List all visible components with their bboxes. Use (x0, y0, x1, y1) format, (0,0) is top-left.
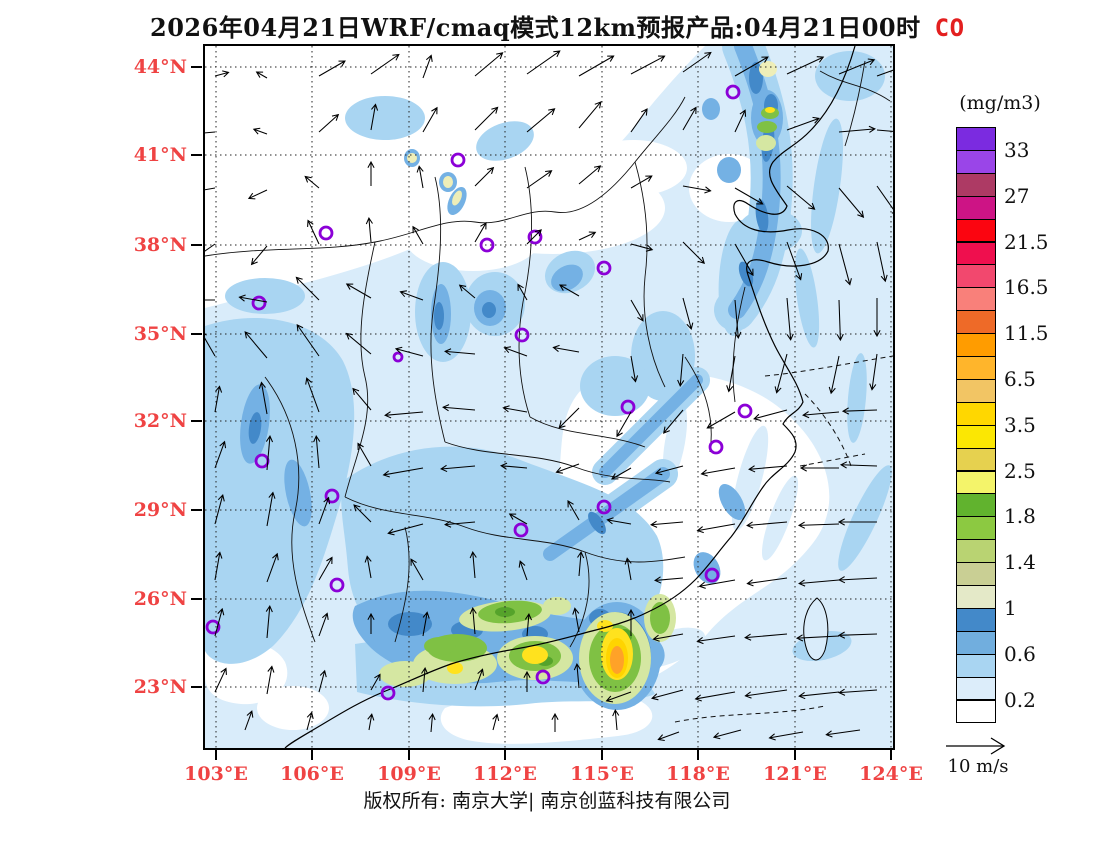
island (803, 597, 829, 661)
colorbar-box (956, 241, 996, 266)
colorbar-box (956, 401, 996, 426)
lat-axis-label: 41°N (133, 144, 187, 166)
page-title: 2026年04月21日WRF/cmaq模式12km预报产品:04月21日00时 C… (150, 8, 964, 43)
colorbar-tick-label: 3.5 (1004, 412, 1036, 437)
colorbar-box (956, 470, 996, 495)
colorbar-box (956, 378, 996, 403)
forecast-map (203, 44, 895, 750)
lat-axis-label: 29°N (133, 499, 187, 521)
lat-axis-label: 32°N (133, 410, 187, 432)
colorbar-tick-label: 11.5 (1004, 321, 1049, 346)
colorbar-box (956, 333, 996, 357)
lat-tick (191, 420, 202, 422)
lon-axis-label: 103°E (184, 763, 248, 785)
lon-tick (794, 748, 796, 760)
lon-tick (601, 748, 603, 760)
species-label: CO (934, 14, 965, 42)
lat-tick (191, 686, 202, 688)
colorbar-box (956, 424, 996, 449)
lon-axis-label: 118°E (666, 763, 730, 785)
colorbar-box (956, 607, 996, 632)
colorbar-box (956, 287, 996, 312)
colorbar-tick-label: 6.5 (1004, 366, 1036, 391)
colorbar-tick-label: 0.2 (1004, 687, 1036, 712)
colorbar-tick-label: 33 (1004, 137, 1030, 162)
colorbar-box (956, 195, 996, 220)
colorbar-box (956, 516, 996, 541)
colorbar-box (956, 149, 996, 174)
lon-axis-label: 112°E (473, 763, 537, 785)
wind-ref-arrow-icon (946, 737, 1006, 755)
lat-tick (191, 598, 202, 600)
lon-axis-label: 106°E (280, 763, 344, 785)
lat-axis-label: 26°N (133, 588, 187, 610)
lon-tick (311, 748, 313, 760)
colorbar-tick-label: 21.5 (1004, 229, 1049, 254)
wind-vectors (205, 50, 893, 742)
wind-speed-legend: 10 m/s (938, 732, 1058, 782)
lon-tick (408, 748, 410, 760)
colorbar-tick-label: 16.5 (1004, 275, 1049, 300)
lat-tick (191, 333, 202, 335)
lat-axis-label: 44°N (133, 56, 187, 78)
colorbar-tick-label: 2.5 (1004, 458, 1036, 483)
lon-tick (697, 748, 699, 760)
colorbar-box (956, 493, 996, 518)
colorbar-box (956, 127, 996, 151)
lon-tick (215, 748, 217, 760)
lon-axis-label: 124°E (859, 763, 923, 785)
lat-axis-label: 23°N (133, 676, 187, 698)
colorbar-box (956, 218, 996, 243)
lon-axis-label: 115°E (570, 763, 634, 785)
colorbar-box (956, 562, 996, 586)
lon-tick (504, 748, 506, 760)
copyright-text: 版权所有: 南京大学| 南京创蓝科技有限公司 (363, 790, 731, 812)
lat-axis-label: 35°N (133, 323, 187, 345)
lat-tick (191, 509, 202, 511)
colorbar-box (956, 630, 996, 655)
colorbar-box (956, 539, 996, 564)
colorbar-box (956, 585, 996, 609)
title-text: 2026年04月21日WRF/cmaq模式12km预报产品:04月21日00时 (150, 13, 921, 42)
lon-tick (890, 748, 892, 760)
station-markers (205, 84, 753, 701)
colorbar-box (956, 653, 996, 678)
colorbar-box (956, 356, 996, 380)
wind-speed-label: 10 m/s (947, 756, 1009, 777)
colorbar-tick-label: 1 (1004, 595, 1017, 620)
province-boundaries (205, 60, 891, 648)
colorbar-tick-label: 27 (1004, 183, 1030, 208)
lat-tick (191, 244, 202, 246)
lat-tick (191, 154, 202, 156)
colorbar-box (956, 310, 996, 335)
lon-axis-label: 121°E (763, 763, 827, 785)
colorbar-box (956, 699, 996, 724)
colorbar-tick-label: 1.8 (1004, 504, 1036, 529)
lon-axis-label: 109°E (377, 763, 441, 785)
colorbar-box (956, 447, 996, 472)
colorbar-box (956, 172, 996, 197)
colorbar-box (956, 264, 996, 289)
lat-axis-label: 38°N (133, 234, 187, 256)
colorbar-tick-label: 1.4 (1004, 550, 1036, 575)
colorbar-units-label: (mg/m3) (959, 92, 1041, 114)
colorbar-tick-label: 0.6 (1004, 641, 1036, 666)
lat-tick (191, 66, 202, 68)
colorbar-box (956, 676, 996, 701)
map-canvas (205, 46, 893, 748)
coastline (284, 46, 856, 748)
co-field-fill (205, 46, 893, 748)
